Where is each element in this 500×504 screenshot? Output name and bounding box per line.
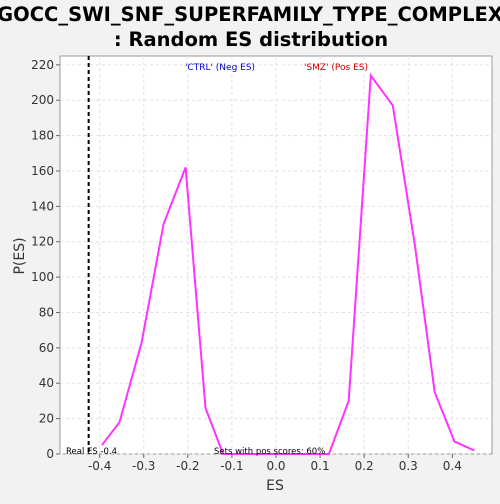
x-tick-label: 0.4 — [443, 459, 462, 473]
y-axis-ticks: 0 20 40 60 80 100 120 140 160 180 200 220 — [31, 58, 60, 461]
x-axis-ticks: -0.4 -0.3 -0.2 -0.1 0.0 0.1 0.2 0.3 0.4 — [88, 454, 462, 473]
y-tick-label: 160 — [31, 164, 54, 178]
y-tick-label: 80 — [39, 305, 54, 319]
grid — [60, 56, 492, 455]
y-tick-label: 100 — [31, 270, 54, 284]
pos-scores-annotation: Sets with pos scores: 60% — [214, 447, 325, 457]
legend-entry-neg: 'CTRL' (Neg ES) — [185, 63, 255, 73]
x-axis-label: ES — [266, 478, 284, 494]
x-tick-label: -0.2 — [176, 459, 199, 473]
real-es-annotation: Real ES -0.4 — [66, 447, 117, 457]
y-tick-label: 0 — [46, 447, 54, 461]
chart-subtitle: : Random ES distribution — [114, 28, 388, 51]
chart-title: GOCC_SWI_SNF_SUPERFAMILY_TYPE_COMPLEX — [0, 3, 500, 26]
y-tick-label: 40 — [39, 376, 54, 390]
y-tick-label: 120 — [31, 235, 54, 249]
y-tick-label: 220 — [31, 58, 54, 72]
y-tick-label: 20 — [39, 412, 54, 426]
legend-entry-pos: 'SMZ' (Pos ES) — [304, 63, 368, 73]
y-tick-label: 60 — [39, 341, 54, 355]
y-axis-label: P(ES) — [12, 237, 28, 274]
y-tick-label: 140 — [31, 199, 54, 213]
x-tick-label: 0.0 — [266, 459, 285, 473]
x-tick-label: -0.3 — [132, 459, 155, 473]
series-line — [101, 72, 475, 455]
x-tick-label: 0.2 — [355, 459, 374, 473]
y-tick-label: 180 — [31, 129, 54, 143]
x-tick-label: -0.1 — [220, 459, 243, 473]
x-tick-label: 0.3 — [399, 459, 418, 473]
y-tick-label: 200 — [31, 93, 54, 107]
x-tick-label: -0.4 — [88, 459, 111, 473]
x-tick-label: 0.1 — [311, 459, 330, 473]
